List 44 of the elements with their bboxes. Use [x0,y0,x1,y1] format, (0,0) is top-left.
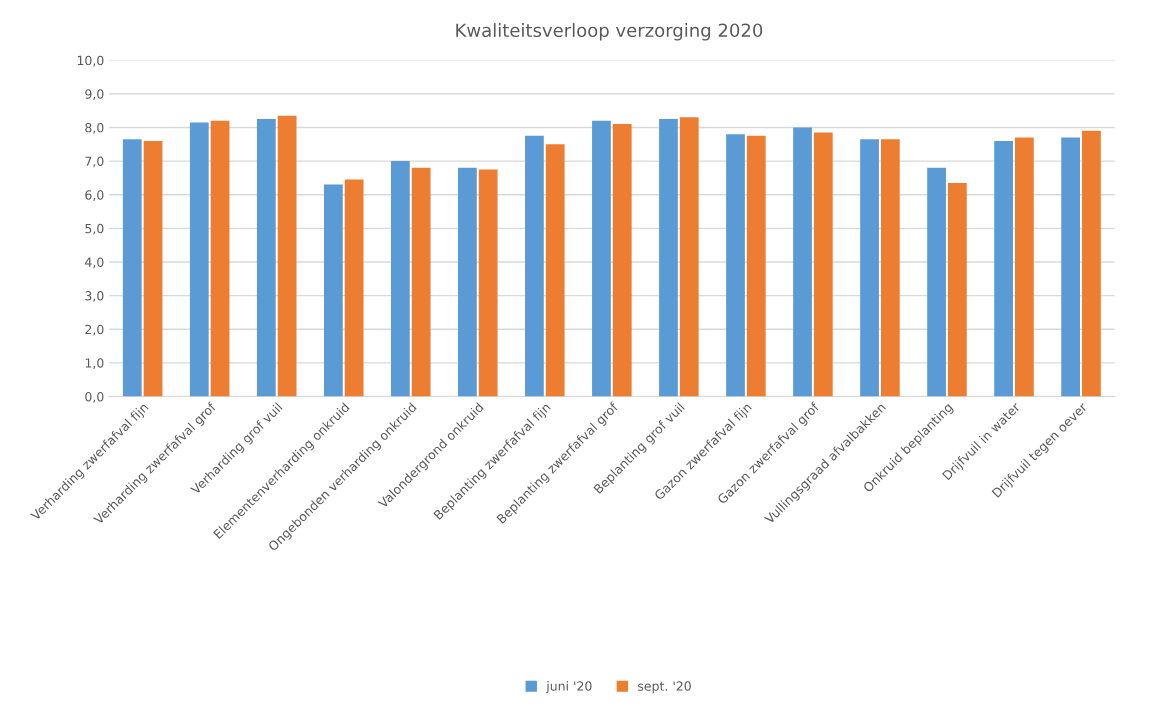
bar [592,120,611,397]
bar [880,139,900,397]
bar [344,179,364,397]
y-tick-label: 10,0 [77,55,104,67]
bar [927,167,946,397]
bar [813,132,833,397]
y-tick-label: 1,0 [85,358,104,370]
bar [1061,137,1081,397]
bar [525,135,544,397]
y-tick-label: 6,0 [85,190,104,201]
bar [189,122,209,397]
chart-title: Kwaliteitsverloop verzorging 2020 [456,23,763,41]
bar [458,167,477,397]
bar [860,139,879,397]
bar [323,184,343,397]
bar [143,140,163,397]
bar [659,119,678,397]
bar [1082,130,1101,397]
bar [391,161,410,397]
legend-label: sept. '20 [638,681,691,694]
y-tick-label: 4,0 [85,257,104,269]
legend-label: juni '20 [546,681,592,694]
bar [612,124,632,397]
y-tick-label: 2,0 [85,324,104,336]
y-tick-label: 3,0 [85,291,104,302]
y-tick-label: 0,0 [85,391,104,403]
y-tick-label: 8,0 [85,122,104,134]
y-tick-label: 7,0 [85,156,104,168]
bar [478,169,498,397]
bar [210,120,230,397]
bar [793,127,812,397]
y-tick-label: 5,0 [85,223,104,235]
bar [545,144,565,397]
bar [122,139,142,397]
bar [746,135,766,397]
bar [256,119,276,397]
bar [947,182,967,397]
bar [679,117,699,397]
bar [277,115,297,397]
y-tick-label: 9,0 [85,89,104,101]
bar [411,167,431,397]
bar [994,140,1013,397]
bar [726,134,745,397]
bar [1015,137,1034,397]
